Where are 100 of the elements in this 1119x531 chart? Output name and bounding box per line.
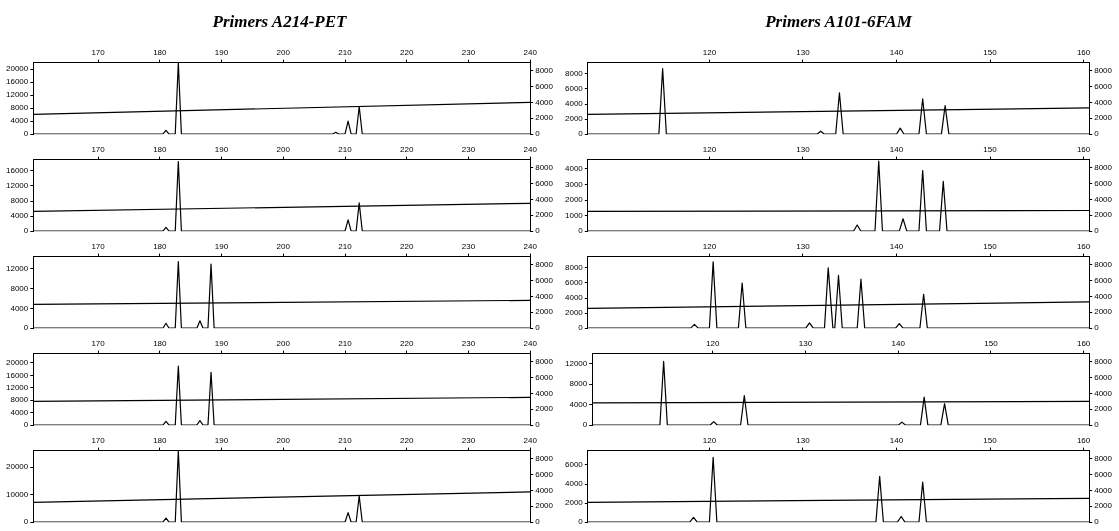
x-tick-label: 240 [523,436,538,445]
y-tick-label: 0 [23,420,29,430]
y2-tick-label: 0 [535,129,541,139]
x-tick-label: 240 [523,339,538,348]
y-tick-label: 8000 [10,196,29,206]
y2-tick-label: 0 [1094,420,1100,430]
x-tick-label: 170 [91,145,106,154]
x-tick-label: 210 [338,145,353,154]
x-tick-label: 130 [796,145,811,154]
y-tick-label: 12000 [565,359,588,369]
y2-tick-label: 0 [1094,226,1100,236]
x-tick-label: 160 [1076,436,1091,445]
x-tick-label: 150 [984,339,999,348]
x-tick-label: 240 [523,48,538,57]
x-tick-label: 120 [702,436,717,445]
x-tick-label: 140 [889,436,904,445]
x-tick-label: 230 [461,242,476,251]
y2-tick-label: 4000 [1094,97,1113,107]
y2-tick-label: 4000 [535,388,554,398]
x-tick-label: 200 [276,339,291,348]
y-tick-label: 4000 [10,407,29,417]
y2-tick-label: 4000 [1094,388,1113,398]
y-tick-label: 16000 [6,370,29,380]
y-tick-label: 12000 [6,383,29,393]
x-tick-label: 210 [338,339,353,348]
y2-tick-label: 8000 [1094,453,1113,463]
y2-tick-label: 2000 [1094,210,1113,220]
y-tick-label: 20000 [6,358,29,368]
y-tick-label: 2000 [565,308,584,318]
x-tick-label: 180 [153,339,168,348]
y2-tick-label: 8000 [535,162,554,172]
x-tick-label: 180 [153,145,168,154]
y2-tick-label: 2000 [535,404,554,414]
y-tick-label: 0 [582,420,588,430]
y-tick-label: 8000 [10,103,29,113]
y-tick-label: 16000 [6,166,29,176]
x-tick-label: 200 [276,242,291,251]
y-tick-label: 4000 [10,303,29,313]
y2-tick-label: 6000 [1094,275,1113,285]
y2-tick-label: 6000 [535,81,554,91]
x-tick-label: 170 [91,339,106,348]
x-tick-label: 130 [796,242,811,251]
x-tick-label: 200 [276,48,291,57]
x-tick-label: 200 [276,145,291,154]
y2-tick-label: 6000 [1094,178,1113,188]
x-tick-label: 170 [91,242,106,251]
y2-tick-label: 8000 [1094,356,1113,366]
y2-tick-label: 6000 [1094,372,1113,382]
x-tick-label: 220 [400,48,414,57]
y2-tick-label: 0 [535,323,541,333]
x-tick-label: 210 [338,48,353,57]
x-tick-label: 150 [983,48,998,57]
x-tick-label: 200 [276,436,291,445]
x-tick-label: 140 [889,242,904,251]
y2-tick-label: 2000 [1094,501,1113,511]
y-tick-label: 4000 [10,211,29,221]
y2-tick-label: 6000 [1094,81,1113,91]
x-tick-label: 130 [798,339,813,348]
x-tick-label: 240 [523,145,538,154]
y2-tick-label: 0 [535,517,541,527]
x-tick-label: 220 [400,242,414,251]
y-tick-label: 12000 [6,90,29,100]
y2-tick-label: 2000 [535,501,554,511]
y-tick-label: 2000 [565,498,584,508]
y2-tick-label: 2000 [1094,113,1113,123]
y-tick-label: 12000 [6,264,29,274]
y-tick-label: 8000 [569,379,588,389]
x-tick-label: 120 [702,48,717,57]
x-tick-label: 230 [461,436,476,445]
y2-tick-label: 4000 [535,194,554,204]
y-tick-label: 0 [23,517,29,527]
x-tick-label: 120 [702,145,717,154]
y-tick-label: 6000 [565,84,584,94]
y-tick-label: 0 [23,226,29,236]
x-tick-label: 140 [891,339,906,348]
y2-tick-label: 2000 [1094,404,1113,414]
y-tick-label: 3000 [565,179,584,189]
x-tick-label: 230 [461,339,476,348]
y-tick-label: 6000 [565,278,584,288]
y-tick-label: 8000 [565,69,584,79]
y-tick-label: 16000 [6,77,29,87]
y-tick-label: 20000 [6,462,29,472]
y-tick-label: 4000 [10,116,29,126]
x-tick-label: 120 [706,339,720,348]
x-tick-label: 190 [214,339,229,348]
y2-tick-label: 8000 [535,65,554,75]
x-tick-label: 190 [214,436,229,445]
y-tick-label: 0 [23,129,29,139]
x-tick-label: 190 [214,48,229,57]
y-tick-label: 4000 [565,164,584,174]
y2-tick-label: 6000 [535,178,554,188]
x-tick-label: 160 [1076,145,1091,154]
y2-tick-label: 8000 [535,356,554,366]
y-tick-label: 10000 [6,489,29,499]
y2-tick-label: 0 [1094,517,1100,527]
x-tick-label: 150 [983,242,998,251]
y2-tick-label: 6000 [1094,469,1113,479]
x-tick-label: 160 [1076,242,1091,251]
y-tick-label: 2000 [565,114,584,124]
y2-tick-label: 6000 [535,469,554,479]
